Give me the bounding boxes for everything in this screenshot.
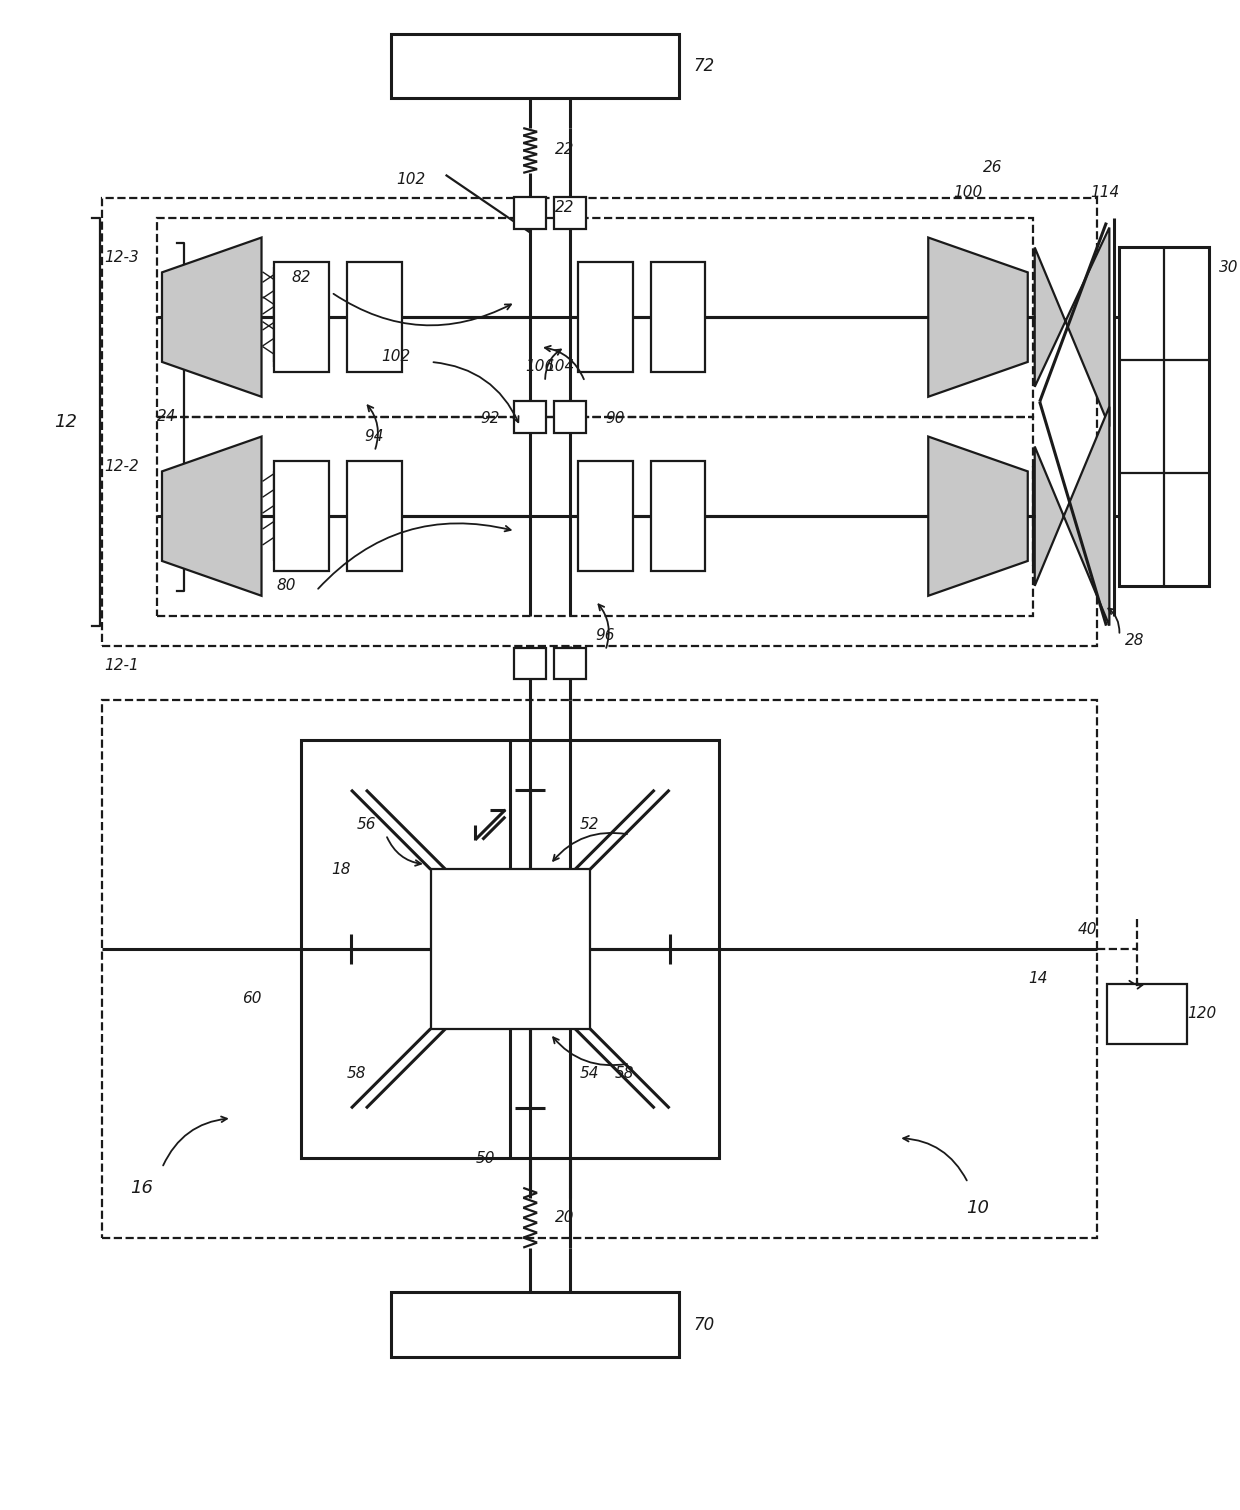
Text: 60: 60 <box>242 991 262 1006</box>
Polygon shape <box>929 436 1028 596</box>
Text: 72: 72 <box>693 57 715 76</box>
Text: 16: 16 <box>130 1179 154 1197</box>
Text: 102: 102 <box>381 349 410 364</box>
Bar <box>301 740 719 1158</box>
Text: 22: 22 <box>556 142 575 157</box>
Text: 54: 54 <box>580 1066 600 1081</box>
Bar <box>347 263 402 371</box>
Text: 100: 100 <box>954 186 982 201</box>
Text: 12-3: 12-3 <box>104 251 139 264</box>
Text: 20: 20 <box>556 1210 575 1225</box>
Bar <box>515 648 546 680</box>
Text: 26: 26 <box>983 160 1003 175</box>
Text: 94: 94 <box>365 429 384 444</box>
Bar <box>102 701 1097 1238</box>
Polygon shape <box>1034 406 1110 625</box>
Text: 22: 22 <box>556 201 575 216</box>
Text: 80: 80 <box>277 578 296 593</box>
Bar <box>651 462 706 571</box>
Text: 106: 106 <box>526 359 554 374</box>
Bar <box>554 196 587 228</box>
Text: 102: 102 <box>396 172 425 187</box>
Polygon shape <box>1034 228 1110 427</box>
Bar <box>554 648 587 680</box>
Text: 50: 50 <box>476 1151 495 1166</box>
Text: 58: 58 <box>615 1066 635 1081</box>
Text: 82: 82 <box>291 270 311 285</box>
Text: 24: 24 <box>157 409 177 424</box>
Bar <box>274 462 329 571</box>
Text: 40: 40 <box>1078 921 1097 936</box>
Polygon shape <box>162 436 262 596</box>
Text: 104: 104 <box>546 359 574 374</box>
Bar <box>578 462 632 571</box>
Bar <box>515 196 546 228</box>
Text: 58: 58 <box>346 1066 366 1081</box>
Bar <box>430 870 590 1028</box>
Text: 120: 120 <box>1187 1006 1216 1021</box>
Bar <box>578 263 632 371</box>
Bar <box>102 198 1097 646</box>
Text: 12-1: 12-1 <box>104 658 139 673</box>
Bar <box>391 1293 680 1357</box>
Text: 12: 12 <box>55 412 77 430</box>
Bar <box>347 462 402 571</box>
Text: 114: 114 <box>1090 186 1118 201</box>
Bar <box>1120 248 1209 586</box>
Bar <box>1107 985 1187 1043</box>
Bar <box>157 217 1033 417</box>
Text: 14: 14 <box>1028 971 1048 986</box>
Polygon shape <box>929 237 1028 397</box>
Text: 90: 90 <box>605 411 625 426</box>
Text: 96: 96 <box>595 628 615 643</box>
Text: 18: 18 <box>331 862 351 877</box>
Text: 56: 56 <box>356 817 376 832</box>
Bar <box>157 417 1033 616</box>
Text: 92: 92 <box>481 411 500 426</box>
Bar <box>391 33 680 98</box>
Text: 70: 70 <box>693 1315 715 1333</box>
Bar <box>274 263 329 371</box>
Text: 12-2: 12-2 <box>104 459 139 474</box>
Text: 30: 30 <box>1219 260 1239 275</box>
Text: 10: 10 <box>966 1199 990 1217</box>
Bar <box>554 400 587 432</box>
Bar <box>515 400 546 432</box>
Bar <box>651 263 706 371</box>
Text: 52: 52 <box>580 817 600 832</box>
Polygon shape <box>162 237 262 397</box>
Text: 28: 28 <box>1125 633 1145 648</box>
